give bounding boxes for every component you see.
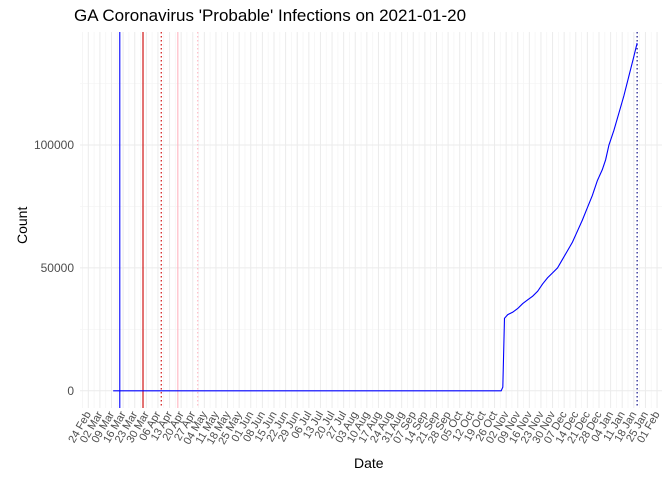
y-tick-label: 100000	[34, 138, 74, 152]
x-axis-title: Date	[354, 455, 384, 471]
grid-minor	[80, 32, 662, 408]
y-axis-title: Count	[14, 206, 30, 244]
grid-major	[80, 32, 662, 408]
reference-lines	[119, 32, 638, 408]
y-tick-label: 0	[67, 384, 74, 398]
chart-title: GA Coronavirus 'Probable' Infections on …	[74, 6, 467, 25]
y-tick-label: 50000	[41, 261, 75, 275]
series-layer	[113, 42, 638, 392]
y-tick-labels: 0 50000 100000	[34, 138, 74, 398]
series-line	[113, 42, 638, 392]
